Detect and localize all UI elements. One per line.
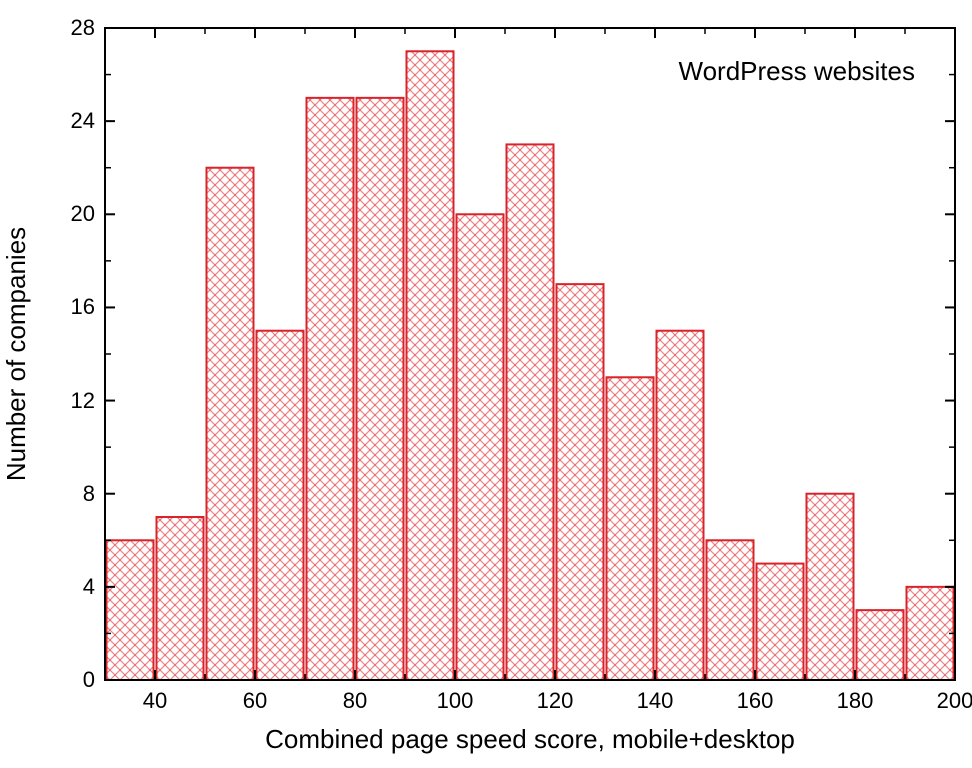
y-tick-label: 20 <box>71 201 95 227</box>
x-tick-label: 160 <box>737 688 774 714</box>
histogram-chart: WordPress websites Combined page speed s… <box>0 0 972 768</box>
x-tick-label: 180 <box>837 688 874 714</box>
chart-inside-title: WordPress websites <box>679 56 916 87</box>
y-tick-label: 8 <box>83 481 95 507</box>
x-tick-label: 100 <box>437 688 474 714</box>
y-tick-label: 0 <box>83 667 95 693</box>
x-tick-label: 140 <box>637 688 674 714</box>
x-tick-label: 200 <box>937 688 972 714</box>
y-axis-label: Number of companies <box>1 227 32 481</box>
y-tick-label: 24 <box>71 108 95 134</box>
x-axis-label: Combined page speed score, mobile+deskto… <box>265 724 795 755</box>
x-tick-label: 120 <box>537 688 574 714</box>
y-tick-label: 4 <box>83 574 95 600</box>
x-tick-label: 80 <box>343 688 367 714</box>
x-tick-label: 40 <box>143 688 167 714</box>
y-tick-label: 16 <box>71 294 95 320</box>
y-tick-label: 28 <box>71 15 95 41</box>
chart-svg <box>0 0 972 768</box>
x-tick-label: 60 <box>243 688 267 714</box>
y-tick-label: 12 <box>71 388 95 414</box>
